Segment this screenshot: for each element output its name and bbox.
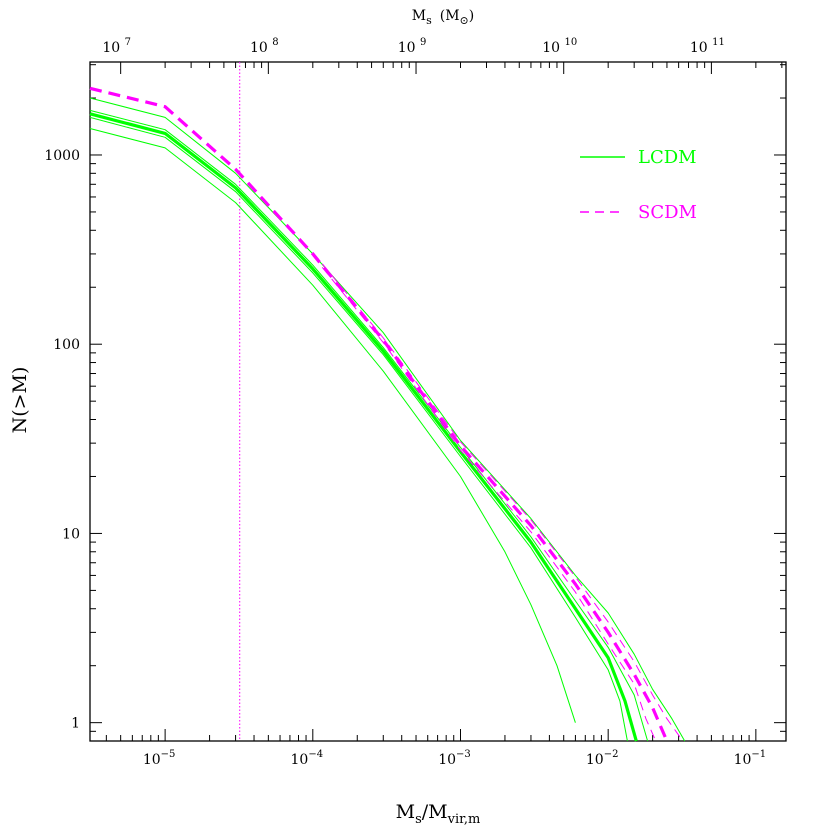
top-tick-label: 10 8 <box>250 37 279 56</box>
tick-labels: 10−5 10−4 10−3 10−2 10−1 10 7 10 8 10 9 10 10 10 … <box>44 37 766 768</box>
x-tick-label: 10−4 <box>291 749 324 768</box>
x-tick-label: 10−1 <box>734 749 767 768</box>
top-tick-label: 10 10 <box>542 37 577 56</box>
y-tick-label: 1 <box>71 716 80 732</box>
y-tick-label: 1000 <box>44 148 80 164</box>
axis-ticks <box>90 62 786 742</box>
legend-lcdm-label: LCDM <box>638 147 697 168</box>
series-lcdm-mean <box>89 112 638 742</box>
y-tick-label: 10 <box>62 526 80 542</box>
x-axis-title: Ms/Mvir,m <box>396 801 481 827</box>
top-tick-label: 10 7 <box>102 37 131 56</box>
series-scdm-mean <box>89 86 669 742</box>
x-tick-label: 10−3 <box>438 749 471 768</box>
top-tick-label: 10 11 <box>690 37 725 56</box>
top-tick-label: 10 9 <box>398 37 427 56</box>
series-lcdm-band-lower <box>89 128 576 723</box>
series-lcdm-mean-upper <box>89 109 649 742</box>
top-axis-title: Ms (M⊙) <box>412 8 474 27</box>
series-lcdm-band-upper <box>89 97 686 742</box>
y-axis-title: N(>M) <box>9 367 31 434</box>
legend-scdm-label: SCDM <box>638 202 697 223</box>
x-tick-label: 10−5 <box>143 749 176 768</box>
y-tick-label: 100 <box>53 337 80 353</box>
legend: LCDM SCDM <box>580 147 697 223</box>
series-scdm-err-upper <box>312 251 684 742</box>
series-scdm-err-lower <box>312 255 657 742</box>
series-layer <box>89 86 686 742</box>
series-lcdm-mean-lower <box>89 116 628 742</box>
x-tick-label: 10−2 <box>586 749 619 768</box>
